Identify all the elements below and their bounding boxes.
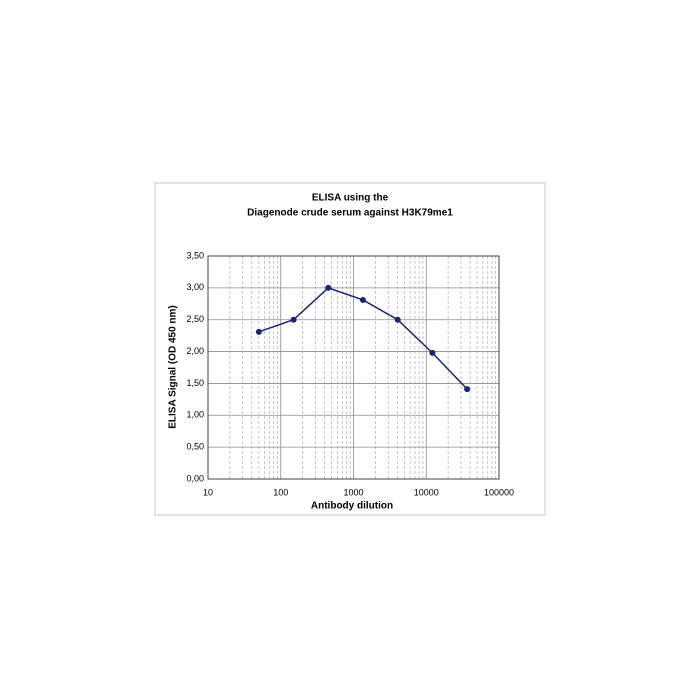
x-tick-label: 100000 xyxy=(484,487,514,497)
chart-title: ELISA using the xyxy=(312,193,389,204)
data-point xyxy=(325,284,332,291)
data-point xyxy=(394,316,401,323)
y-tick-label: 2,00 xyxy=(186,346,204,356)
y-tick-label: 1,00 xyxy=(186,410,204,420)
x-tick-label: 1000 xyxy=(343,487,363,497)
chart-title: Diagenode crude serum against H3K79me1 xyxy=(247,208,453,219)
data-point xyxy=(255,328,262,335)
x-tick-label: 10000 xyxy=(414,487,439,497)
x-tick-label: 10 xyxy=(203,487,213,497)
y-tick-label: 0,00 xyxy=(186,473,204,483)
y-tick-label: 1,50 xyxy=(186,378,204,388)
y-axis-label: ELISA Signal (OD 450 nm) xyxy=(168,305,179,429)
data-point xyxy=(290,316,297,323)
y-tick-label: 3,50 xyxy=(186,250,204,260)
y-tick-label: 3,00 xyxy=(186,282,204,292)
x-tick-label: 100 xyxy=(273,487,288,497)
data-point xyxy=(429,349,436,356)
y-tick-label: 0,50 xyxy=(186,442,204,452)
y-tick-label: 2,50 xyxy=(186,314,204,324)
x-axis-label: Antibody dilution xyxy=(311,501,393,512)
data-point xyxy=(359,296,366,303)
data-point xyxy=(464,386,471,393)
plot-area xyxy=(207,255,500,480)
